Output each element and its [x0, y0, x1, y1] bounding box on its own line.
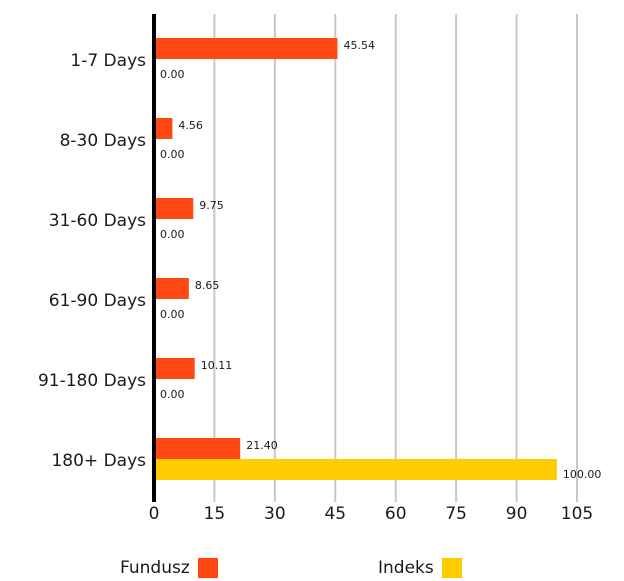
x-tick-105: 105: [561, 504, 593, 524]
legend-swatch-indeks: [441, 558, 462, 578]
bars: [154, 38, 557, 480]
data-label-fundusz-91-180-days: 10.11: [201, 359, 233, 372]
category-label-31-60-days: 31-60 Days: [49, 211, 146, 231]
data-label-fundusz-1-7-days: 45.54: [343, 39, 375, 52]
bar-indeks-180-days: [154, 459, 557, 480]
data-label-fundusz-61-90-days: 8.65: [195, 279, 220, 292]
x-tick-30: 30: [264, 504, 286, 524]
gridlines: [213, 14, 578, 502]
data-label-indeks-31-60-days: 0.00: [160, 228, 185, 241]
data-label-fundusz-31-60-days: 9.75: [199, 199, 224, 212]
legend-label-indeks: Indeks: [378, 558, 434, 578]
data-label-indeks-91-180-days: 0.00: [160, 388, 185, 401]
legend-label-fundusz: Fundusz: [120, 558, 190, 578]
x-tick-0: 0: [149, 504, 160, 524]
x-tick-labels: 0 15 30 45 60 75 90 105: [149, 504, 594, 524]
bar-fundusz-31-60-days: [154, 198, 194, 219]
category-label-91-180-days: 91-180 Days: [38, 371, 146, 391]
category-label-1-7-days: 1-7 Days: [70, 51, 146, 71]
data-labels: 45.54 0.00 4.56 0.00 9.75 0.00 8.65 0.00 10.11 0.…: [160, 39, 601, 481]
bar-fundusz-61-90-days: [154, 278, 189, 299]
bar-fundusz-8-30-days: [154, 118, 173, 139]
legend-swatch-fundusz: [197, 558, 218, 578]
bar-fundusz-91-180-days: [154, 358, 195, 379]
x-tick-75: 75: [445, 504, 467, 524]
legend-item-indeks: Indeks: [378, 556, 462, 580]
category-label-8-30-days: 8-30 Days: [60, 131, 147, 151]
bar-fundusz-1-7-days: [154, 38, 338, 59]
data-label-fundusz-8-30-days: 4.56: [178, 119, 203, 132]
data-label-indeks-8-30-days: 0.00: [160, 148, 185, 161]
data-label-indeks-61-90-days: 0.00: [160, 308, 185, 321]
category-label-61-90-days: 61-90 Days: [49, 291, 146, 311]
data-label-indeks-180-days: 100.00: [563, 468, 602, 481]
category-label-180-days: 180+ Days: [51, 451, 146, 471]
category-labels: 1-7 Days 8-30 Days 31-60 Days 61-90 Days 91-…: [38, 51, 146, 471]
x-tick-45: 45: [324, 504, 346, 524]
bar-fundusz-180-days: [154, 438, 241, 459]
x-tick-60: 60: [385, 504, 407, 524]
data-label-fundusz-180-days: 21.40: [246, 439, 278, 452]
legend-item-fundusz: Fundusz: [120, 556, 218, 580]
x-tick-90: 90: [506, 504, 528, 524]
x-tick-15: 15: [204, 504, 226, 524]
data-label-indeks-1-7-days: 0.00: [160, 68, 185, 81]
